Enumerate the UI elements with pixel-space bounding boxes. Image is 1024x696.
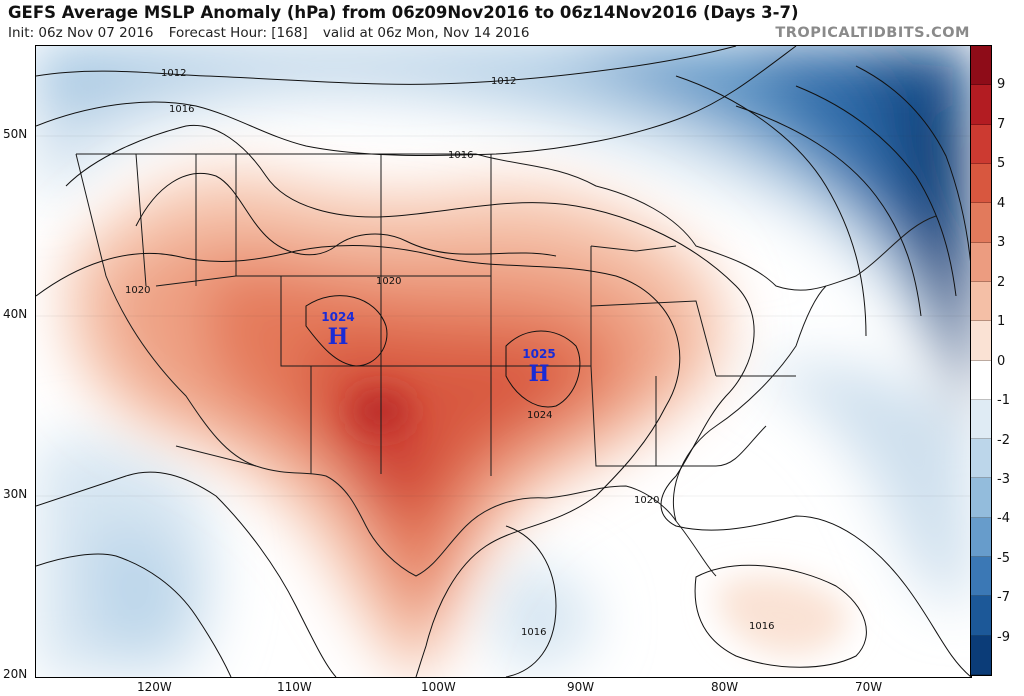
colorbar-segment	[971, 85, 991, 125]
colorbar-segment	[971, 635, 991, 675]
lat-label: 30N	[3, 487, 28, 501]
colorbar-tick-label: 0	[997, 354, 1006, 369]
high-center-letter: H	[328, 324, 349, 350]
high-center-letter: H	[529, 361, 550, 387]
negative-anomaly-field	[36, 46, 971, 677]
lon-label: 110W	[277, 680, 312, 694]
lon-label: 90W	[567, 680, 595, 694]
lat-label: 20N	[3, 667, 28, 681]
colorbar-tick-label: -7	[997, 590, 1010, 605]
colorbar-tick-label: 4	[997, 196, 1006, 211]
init-time: Init: 06z Nov 07 2016	[8, 25, 154, 41]
colorbar-segment	[971, 46, 991, 86]
colorbar-tick-label: -5	[997, 551, 1010, 566]
colorbar-segment	[971, 557, 991, 597]
isobars	[36, 46, 971, 677]
colorbar-segment	[971, 321, 991, 361]
colorbar-segment	[971, 163, 991, 204]
high-center-value: 1024	[321, 310, 354, 324]
colorbar-tick-label: 1	[997, 314, 1006, 329]
positive-anomaly-core	[353, 393, 848, 656]
contour-label: 1016	[448, 150, 473, 161]
brand-watermark: TROPICALTIDBITS.COM	[775, 25, 970, 41]
colorbar-segment	[971, 596, 991, 636]
colorbar-segment	[971, 203, 991, 243]
contour-label: 1016	[169, 104, 194, 115]
colorbar-segment	[971, 281, 991, 322]
colorbar-segment	[971, 242, 991, 282]
anomaly-colorbar	[970, 45, 992, 676]
colorbar-tick-label: -2	[997, 433, 1010, 448]
colorbar-tick-label: -1	[997, 393, 1010, 408]
colorbar-tick-label: 3	[997, 235, 1006, 250]
high-center-value: 1025	[522, 347, 555, 361]
forecast-hour: Forecast Hour: [168]	[168, 25, 308, 41]
lon-label: 100W	[421, 680, 456, 694]
lon-label: 120W	[137, 680, 172, 694]
colorbar-segment	[971, 124, 991, 164]
colorbar-tick-label: -4	[997, 511, 1010, 526]
colorbar-segment	[971, 478, 991, 518]
colorbar-tick-label: 2	[997, 275, 1006, 290]
contour-label: 1020	[125, 285, 150, 296]
high-center-2: 1025 H	[522, 347, 555, 387]
contour-label: 1012	[161, 68, 186, 79]
lon-label: 80W	[711, 680, 739, 694]
map-panel: 1012 1012 1016 1016 1020 1020 1024 1020 …	[35, 45, 972, 678]
map-subtitle: Init: 06z Nov 07 2016 Forecast Hour: [16…	[8, 25, 540, 41]
graticule	[36, 135, 971, 497]
colorbar-segment	[971, 439, 991, 479]
contour-label: 1020	[634, 495, 659, 506]
contour-label: 1012	[491, 76, 516, 87]
colorbar-segment	[971, 517, 991, 558]
lat-label: 50N	[3, 127, 28, 141]
colorbar-tick-label: -3	[997, 472, 1010, 487]
lon-label: 70W	[855, 680, 883, 694]
colorbar-tick-label: 9	[997, 77, 1006, 92]
colorbar-tick-label: -9	[997, 630, 1010, 645]
map-title: GEFS Average MSLP Anomaly (hPa) from 06z…	[8, 3, 799, 22]
colorbar-tick-label: 7	[997, 117, 1006, 132]
contour-label: 1016	[749, 621, 774, 632]
colorbar-segment	[971, 360, 991, 400]
lat-label: 40N	[3, 307, 28, 321]
contour-label: 1020	[376, 276, 401, 287]
contour-label: 1024	[527, 410, 552, 421]
colorbar-segment	[971, 399, 991, 440]
anomaly-map: 1012 1012 1016 1016 1020 1020 1024 1020 …	[36, 46, 971, 677]
colorbar-tick-label: 5	[997, 156, 1006, 171]
high-center-1: 1024 H	[321, 310, 354, 350]
contour-label: 1016	[521, 627, 546, 638]
political-borders	[75, 153, 937, 577]
valid-time: valid at 06z Mon, Nov 14 2016	[322, 25, 530, 41]
